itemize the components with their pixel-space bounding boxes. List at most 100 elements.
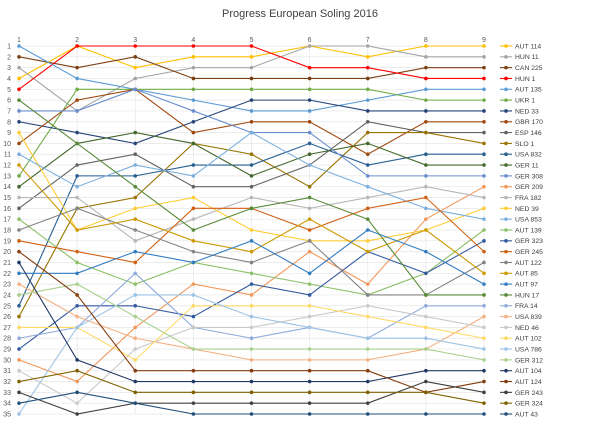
data-point: [307, 325, 312, 330]
data-point: [424, 336, 428, 341]
data-point: [17, 412, 21, 416]
data-point: [191, 379, 196, 384]
legend-item: SLO 1: [500, 141, 534, 148]
legend-label: AUT 139: [515, 227, 542, 234]
series-ger-312: [17, 282, 486, 362]
x-tick-label: 2: [75, 37, 79, 44]
data-point: [133, 195, 138, 200]
x-tick-label: 4: [191, 37, 195, 44]
legend-label: NED 46: [515, 325, 539, 332]
data-point: [307, 314, 312, 319]
data-point: [191, 217, 196, 221]
y-tick-label: 30: [3, 357, 11, 364]
legend-label: HUN 11: [515, 54, 539, 61]
data-point: [365, 109, 370, 113]
data-point: [191, 401, 196, 405]
series-aut-43: [17, 390, 486, 416]
legend-label: USA 786: [515, 346, 542, 353]
data-point: [17, 98, 21, 102]
data-point: [424, 249, 428, 254]
data-point: [365, 174, 370, 178]
y-tick-label: 14: [3, 184, 11, 191]
x-tick-label: 3: [133, 37, 137, 44]
data-point: [133, 271, 138, 276]
data-point: [75, 314, 79, 319]
legend-marker: [504, 217, 508, 221]
data-point: [17, 368, 21, 373]
legend-item: USA 786: [500, 346, 542, 353]
data-point: [249, 87, 254, 92]
data-point: [365, 184, 370, 189]
data-point: [133, 217, 138, 221]
legend-label: ESP 146: [515, 130, 542, 137]
legend-label: AUT 122: [515, 260, 542, 267]
legend-item: NED 46: [500, 325, 539, 332]
legend-marker: [504, 206, 508, 211]
data-point: [307, 119, 312, 124]
data-point: [249, 109, 254, 113]
data-point: [307, 163, 312, 167]
data-point: [249, 65, 254, 70]
legend-label: FRA 182: [515, 195, 542, 202]
data-point: [75, 303, 79, 308]
data-point: [75, 206, 79, 211]
data-point: [249, 358, 254, 362]
data-point: [75, 87, 79, 92]
data-point: [133, 228, 138, 232]
data-point: [133, 55, 138, 59]
data-point: [191, 228, 196, 232]
data-point: [249, 44, 254, 48]
legend-label: AUT 135: [515, 87, 542, 94]
legend-marker: [504, 293, 508, 297]
legend-item: GER 11: [500, 162, 539, 169]
data-point: [249, 119, 254, 124]
legend-label: GER 245: [515, 249, 543, 256]
data-point: [75, 141, 79, 146]
data-point: [482, 239, 486, 243]
data-point: [17, 347, 21, 351]
data-point: [424, 109, 428, 113]
data-point: [482, 336, 486, 341]
data-point: [133, 390, 138, 395]
y-tick-label: 3: [7, 65, 11, 72]
data-point: [307, 368, 312, 373]
data-point: [75, 130, 79, 135]
data-point: [365, 412, 370, 416]
data-point: [133, 141, 138, 146]
data-point: [75, 249, 79, 254]
data-point: [365, 379, 370, 384]
data-point: [249, 368, 254, 373]
legend-marker: [504, 141, 508, 146]
data-point: [17, 184, 21, 189]
y-tick-label: 1: [7, 44, 11, 51]
data-point: [133, 260, 138, 265]
data-point: [482, 195, 486, 200]
data-point: [365, 390, 370, 395]
y-tick-label: 12: [3, 163, 11, 170]
data-point: [191, 163, 196, 167]
data-point: [17, 401, 21, 405]
data-point: [249, 98, 254, 102]
data-point: [365, 401, 370, 405]
y-tick-label: 15: [3, 195, 11, 202]
data-point: [482, 76, 486, 81]
data-point: [17, 293, 21, 297]
data-point: [482, 163, 486, 167]
data-point: [191, 368, 196, 373]
x-tick-label: 5: [250, 37, 254, 44]
data-point: [75, 260, 79, 265]
data-point: [133, 282, 138, 286]
data-point: [424, 368, 428, 373]
data-point: [75, 174, 79, 178]
data-point: [307, 379, 312, 384]
data-point: [365, 98, 370, 102]
legend-marker: [504, 87, 508, 92]
legend-label: NED 33: [515, 108, 539, 115]
data-point: [75, 282, 79, 286]
data-point: [307, 347, 312, 351]
data-point: [191, 44, 196, 48]
data-point: [133, 174, 138, 178]
legend-label: AUT 114: [515, 43, 541, 50]
data-point: [17, 141, 21, 146]
y-tick-label: 33: [3, 390, 11, 397]
